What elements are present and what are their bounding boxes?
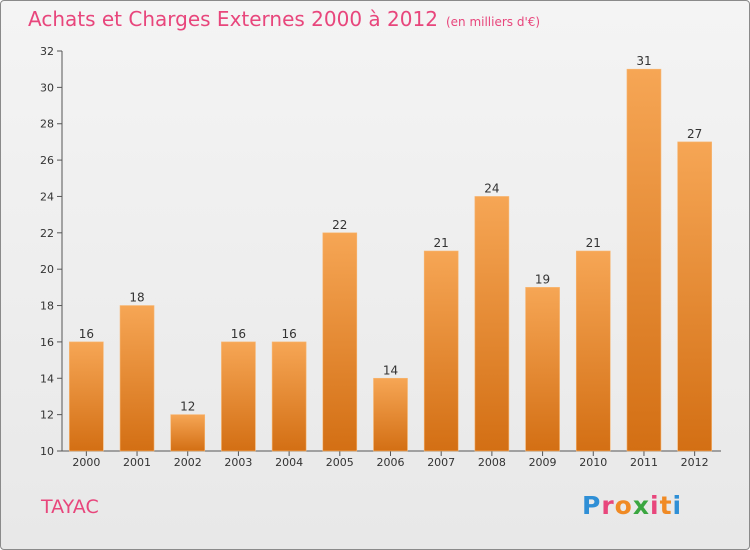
data-label-2008: 24	[484, 181, 499, 195]
data-label-2001: 18	[129, 291, 144, 305]
y-tick-label: 26	[40, 154, 54, 167]
x-tick: 2001	[123, 451, 151, 469]
y-tick-label: 28	[40, 118, 54, 131]
y-tick: 12	[40, 409, 62, 422]
y-tick-label: 10	[40, 445, 54, 458]
x-tick: 2003	[224, 451, 252, 469]
logo-letter: i	[650, 491, 660, 520]
logo-letter: P	[582, 491, 602, 520]
x-tick: 2009	[529, 451, 557, 469]
data-label-2000: 16	[79, 327, 94, 341]
y-tick: 16	[40, 336, 62, 349]
x-tick-label-2011: 2011	[630, 456, 658, 469]
x-tick-label-2006: 2006	[377, 456, 405, 469]
data-label-2002: 12	[180, 400, 195, 414]
data-label-2012: 27	[687, 127, 702, 141]
y-tick: 14	[40, 372, 62, 385]
bar-2000	[69, 341, 104, 452]
commune-name: TAYAC	[41, 496, 99, 518]
y-tick-label: 32	[40, 45, 54, 58]
chart-title: Achats et Charges Externes 2000 à 2012	[28, 7, 438, 31]
y-tick-label: 12	[40, 409, 54, 422]
x-tick-label-2004: 2004	[275, 456, 303, 469]
bar-2012	[677, 141, 712, 452]
y-tick-label: 22	[40, 227, 54, 240]
x-tick-label-2010: 2010	[579, 456, 607, 469]
logo-letter: r	[601, 491, 615, 520]
y-tick-label: 24	[40, 190, 54, 203]
x-tick-label-2003: 2003	[224, 456, 252, 469]
y-tick: 18	[40, 300, 62, 313]
proxiti-logo[interactable]: Proxiti	[582, 491, 682, 520]
data-label-2006: 14	[383, 363, 398, 377]
chart-subtitle: (en milliers d'€)	[445, 15, 541, 29]
bar-2010	[575, 250, 611, 452]
x-tick-label-2005: 2005	[326, 456, 354, 469]
y-tick: 28	[40, 118, 62, 131]
x-tick-label-2008: 2008	[478, 456, 506, 469]
x-tick-label-2007: 2007	[427, 456, 455, 469]
bar-2007	[423, 250, 459, 452]
logo-letter: t	[659, 491, 673, 520]
x-tick-label-2009: 2009	[529, 456, 557, 469]
data-label-2009: 19	[535, 272, 550, 286]
bar-2001	[119, 305, 155, 452]
data-label-2011: 31	[636, 54, 651, 68]
data-label-2007: 21	[434, 236, 449, 250]
x-tick-label-2001: 2001	[123, 456, 151, 469]
bar-2011	[626, 68, 662, 452]
bar-2004	[271, 341, 307, 452]
x-tick-label-2000: 2000	[72, 456, 100, 469]
x-tick: 2010	[579, 451, 607, 469]
x-tick: 2005	[326, 451, 354, 469]
y-tick-label: 16	[40, 336, 54, 349]
logo-letter: o	[614, 491, 633, 520]
y-tick: 20	[40, 263, 62, 276]
y-tick: 22	[40, 227, 62, 240]
x-tick: 2007	[427, 451, 455, 469]
data-label-2010: 21	[586, 236, 601, 250]
bar-2006	[373, 377, 408, 452]
bar-2009	[525, 287, 560, 452]
y-tick-label: 30	[40, 81, 54, 94]
y-tick-label: 14	[40, 372, 54, 385]
y-tick: 10	[40, 445, 62, 458]
y-tick: 24	[40, 190, 62, 203]
data-label-2005: 22	[332, 218, 347, 232]
logo-letter: i	[672, 491, 683, 520]
y-tick: 30	[40, 81, 62, 94]
x-tick: 2012	[681, 451, 709, 469]
logo-letter: x	[632, 491, 650, 520]
data-label-2003: 16	[231, 327, 246, 341]
bar-2002	[170, 414, 206, 452]
data-label-2004: 16	[281, 327, 296, 341]
x-tick-label-2012: 2012	[681, 456, 709, 469]
x-tick-label-2002: 2002	[174, 456, 202, 469]
y-tick: 32	[40, 45, 62, 58]
x-tick: 2002	[174, 451, 202, 469]
y-tick: 26	[40, 154, 62, 167]
x-tick: 2011	[630, 451, 658, 469]
y-tick-label: 20	[40, 263, 54, 276]
y-tick-label: 18	[40, 300, 54, 313]
chart-title-block: Achats et Charges Externes 2000 à 2012 (e…	[28, 7, 540, 31]
x-tick: 2000	[72, 451, 100, 469]
x-tick: 2004	[275, 451, 303, 469]
x-tick: 2006	[377, 451, 405, 469]
bar-2008	[474, 196, 510, 452]
x-tick: 2008	[478, 451, 506, 469]
bar-2003	[221, 341, 256, 452]
bar-2005	[322, 232, 358, 452]
